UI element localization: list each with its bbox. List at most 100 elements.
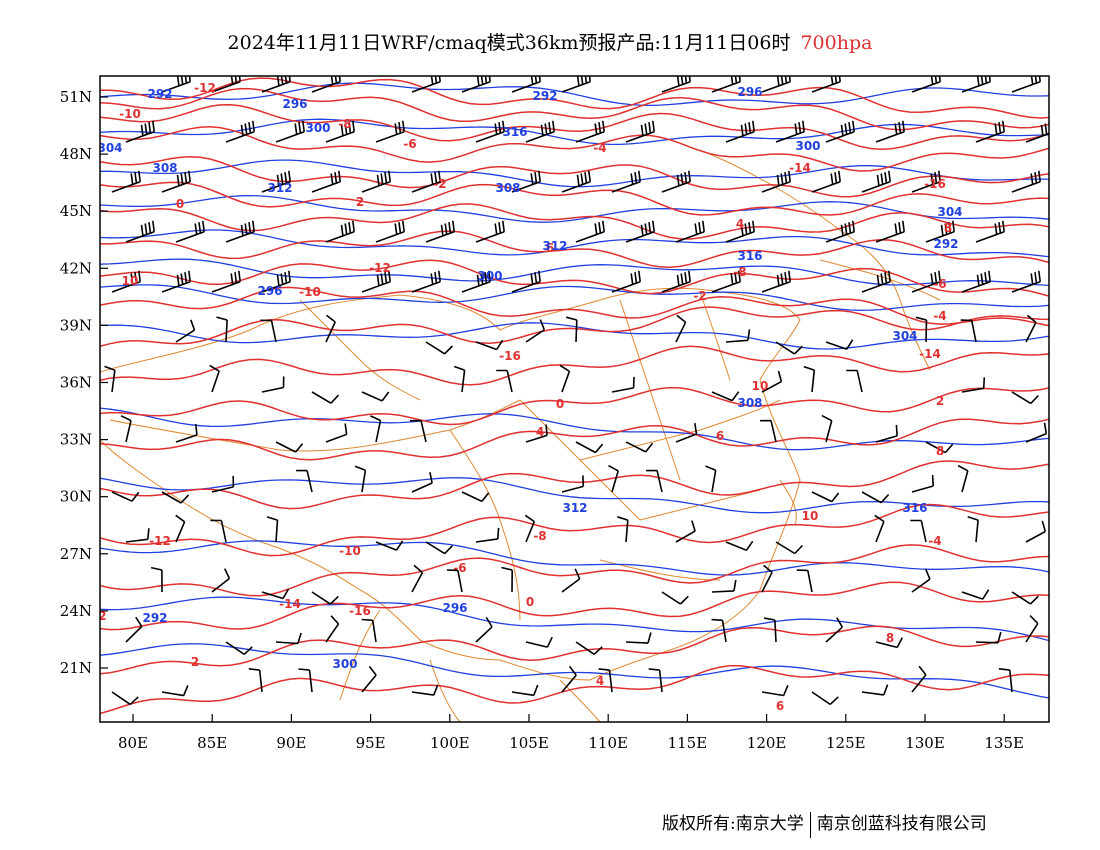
wind-barb (361, 270, 391, 293)
wind-barb (811, 170, 841, 193)
height-contour-label: 300 (332, 657, 357, 671)
wind-barb (225, 641, 253, 656)
wind-barb (1025, 615, 1039, 643)
lon-tick-label: 85E (197, 734, 227, 752)
wind-barb (125, 120, 155, 143)
wind-barb (608, 464, 619, 493)
lon-tick-label: 135E (984, 734, 1024, 752)
wind-barb (925, 441, 954, 454)
temperature-contour (100, 665, 1049, 715)
wind-barb (975, 631, 1002, 644)
temperature-contour (100, 625, 1049, 675)
wind-barb (911, 170, 941, 193)
wind-barb (910, 519, 927, 543)
wind-barb (775, 541, 803, 555)
temperature-contour (100, 181, 1049, 216)
wind-barb (775, 341, 803, 355)
wind-barb (911, 474, 934, 493)
lon-tick-label: 125E (826, 734, 866, 752)
temperature-contour-label: 8 (944, 221, 952, 235)
lon-tick-label: 115E (668, 734, 708, 752)
wind-barb (998, 668, 1013, 693)
wind-barb (311, 76, 341, 93)
wind-barb (461, 270, 491, 293)
wind-barb (625, 632, 652, 644)
wind-barb (1011, 170, 1041, 193)
wind-barb (261, 170, 291, 193)
height-contour-label: 292 (933, 237, 958, 251)
wind-barb (475, 120, 505, 143)
temperature-contour-label: 2 (356, 195, 364, 209)
temperature-contour (100, 103, 1049, 151)
wind-barb (175, 424, 198, 443)
wind-barb (461, 491, 490, 503)
plot-frame (99, 75, 1050, 723)
temperature-contour (100, 259, 1049, 297)
lat-tick-label: 39N (60, 316, 92, 334)
wind-barb (475, 220, 505, 243)
height-contour (100, 159, 1049, 188)
wind-barb (861, 491, 890, 504)
temperature-contour-label: -4 (593, 141, 606, 155)
height-contour-label: 292 (532, 89, 557, 103)
wind-barb (354, 465, 367, 493)
wind-barb (411, 684, 439, 696)
temperature-contour (100, 544, 1049, 597)
wind-barb (961, 377, 986, 393)
height-contour-label: 292 (147, 87, 172, 101)
wind-barb (125, 528, 150, 543)
wind-barb (598, 668, 613, 693)
wind-barb (761, 370, 783, 393)
temperature-contour (100, 418, 1049, 461)
temperature-contour (100, 155, 1049, 198)
wind-barb (957, 464, 969, 493)
height-contour-label: 312 (542, 239, 567, 253)
temperature-contour-label: -6 (403, 137, 416, 151)
wind-barb (248, 668, 263, 693)
wind-barb (911, 270, 941, 293)
height-contour-label: 304 (97, 141, 122, 155)
wind-barb (266, 516, 279, 543)
temperature-contour-label: 4 (736, 217, 744, 231)
wind-barb (161, 685, 189, 697)
wind-barb (209, 364, 220, 393)
temperature-contour-label: 0 (556, 397, 564, 411)
temperature-contour-label: -2 (93, 609, 106, 623)
wind-barb (761, 685, 789, 697)
lat-tick-label: 33N (60, 431, 92, 449)
temperature-contour-label: -10 (299, 285, 321, 299)
wind-barb (453, 365, 466, 393)
lon-tick-label: 130E (905, 734, 945, 752)
wind-barb (161, 491, 190, 504)
height-contour (100, 540, 1049, 576)
temperature-contour-label: -14 (789, 161, 811, 175)
wind-barb (175, 220, 205, 243)
wind-barb (525, 424, 548, 443)
wind-barb (761, 564, 773, 593)
wind-barb (475, 527, 500, 543)
lon-tick-label: 90E (276, 734, 306, 752)
lat-tick-label: 45N (60, 202, 92, 220)
wind-barb (575, 441, 604, 454)
wind-barb (1011, 270, 1041, 293)
height-contour (100, 229, 1049, 258)
temperature-contour-label: 2 (936, 394, 944, 408)
temperature-contour-label: 10 (122, 274, 139, 288)
wind-barb (561, 568, 581, 593)
wind-barb (361, 391, 390, 402)
temperature-contour-label: 6 (546, 241, 554, 255)
wind-barb (761, 76, 791, 93)
wind-barb (496, 369, 513, 393)
wind-barb (575, 220, 605, 243)
wind-barb (1011, 591, 1039, 605)
temperature-contour (100, 203, 1049, 240)
height-contour (100, 322, 1049, 350)
wind-barb (275, 441, 304, 453)
temperature-contour (100, 503, 1049, 557)
wind-barb (325, 120, 355, 143)
temperature-contour-label: -16 (499, 349, 521, 363)
wind-barb (825, 120, 855, 143)
wind-barb (875, 424, 898, 443)
wind-barb (150, 566, 163, 593)
